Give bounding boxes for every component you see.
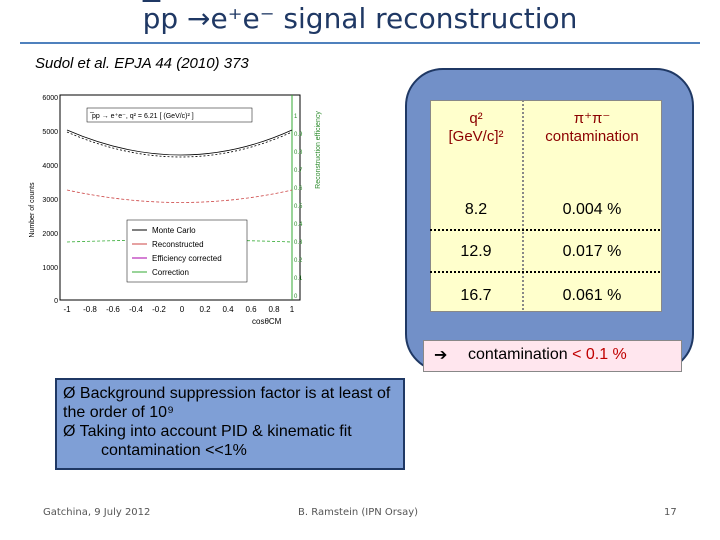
- x-tick-label: 0.4: [222, 305, 234, 314]
- x-tick-label: -1: [63, 305, 71, 314]
- y-tick-label: 5000: [42, 129, 58, 136]
- mc-curve: [66, 129, 293, 156]
- eff-tick-label: 0.7: [294, 168, 303, 174]
- footer-author: B. Ramstein (IPN Orsay): [298, 507, 419, 518]
- table-cell-q2: 16.7: [460, 287, 492, 304]
- table-cell-contamination: 0.061 %: [562, 287, 622, 304]
- x-tick-labels: -1 -0.8 -0.6 -0.4 -0.2 0 0.2 0.4 0.6 0.8…: [63, 305, 294, 314]
- eff-tick-label: 0.2: [294, 258, 303, 264]
- contamination-summary: ➔ contamination < 0.1 %: [423, 340, 682, 372]
- table-column-divider: [522, 100, 524, 310]
- x-tick-label: 0: [180, 305, 185, 314]
- cos-theta-plot: 6000 5000 4000 3000 2000 1000 0 1 0.9 0.…: [22, 90, 332, 330]
- y-tick-label: 3000: [42, 197, 58, 204]
- y-tick-label: 6000: [42, 95, 58, 102]
- y-tick-label: 2000: [42, 231, 58, 238]
- bullet-item: Ø Taking into account PID & kinematic fi…: [63, 423, 352, 440]
- table-cell-q2: 8.2: [464, 201, 488, 218]
- y-axis-label-right: Reconstruction efficiency: [315, 111, 322, 189]
- x-tick-label: -0.4: [129, 305, 143, 314]
- reference-citation: Sudol et al. EPJA 44 (2010) 373: [35, 55, 249, 72]
- x-tick-label: 1: [290, 305, 295, 314]
- bullet-box: Ø Background suppression factor is at le…: [55, 378, 405, 470]
- correction-curve: [66, 239, 293, 243]
- summary-value: < 0.1 %: [572, 346, 627, 363]
- slide-title-text: p →e⁺e⁻ signal reconstruction: [160, 2, 578, 35]
- eff-tick-label: 0: [294, 294, 298, 300]
- eff-tick-label: 0.6: [294, 186, 303, 192]
- legend-label: Efficiency corrected: [152, 254, 222, 263]
- x-tick-label: 0.6: [245, 305, 257, 314]
- y-tick-label: 4000: [42, 163, 58, 170]
- y-tick-label: 1000: [42, 265, 58, 272]
- left-tick-labels: 6000 5000 4000 3000 2000 1000 0: [42, 95, 58, 305]
- table-row-divider: [430, 229, 660, 231]
- summary-text: contamination < 0.1 %: [468, 346, 627, 364]
- table-header-contam-line1: π⁺π⁻: [573, 110, 611, 127]
- eff-tick-label: 0.3: [294, 240, 303, 246]
- summary-label: contamination: [468, 346, 573, 363]
- table-cell-q2: 12.9: [460, 243, 492, 260]
- inset-box: [86, 107, 253, 123]
- bullet-item-continuation: contamination <<1%: [101, 442, 247, 459]
- footer-date: Gatchina, 9 July 2012: [43, 507, 151, 518]
- eff-corrected-curve: [66, 131, 293, 158]
- legend: Monte Carlo Reconstructed Efficiency cor…: [132, 226, 222, 277]
- table-header-contam-line2: contamination: [545, 128, 639, 145]
- slide-title: pp →e⁺e⁻ signal reconstruction: [0, 0, 720, 38]
- title-rule: [20, 42, 700, 44]
- table-header-contamination: π⁺π⁻ contamination: [524, 110, 660, 146]
- table-header-q2: q² [GeV/c]²: [430, 110, 522, 146]
- eff-tick-label: 0.1: [294, 276, 303, 282]
- eff-tick-label: 0.8: [294, 150, 303, 156]
- arrow-right-icon: ➔: [434, 347, 448, 364]
- table-row-divider: [430, 271, 660, 273]
- x-axis-label: cosθCM: [252, 317, 282, 326]
- y-tick-label: 0: [54, 298, 58, 305]
- slide-number: 17: [664, 507, 677, 518]
- bullet-item: Ø Background suppression factor is at le…: [63, 385, 391, 421]
- legend-label: Monte Carlo: [152, 226, 196, 235]
- table-header-q2-line1: q²: [469, 110, 483, 127]
- x-tick-label: -0.8: [83, 305, 97, 314]
- y-axis-label-left: Number of counts: [29, 182, 36, 238]
- x-tick-label: 0.2: [199, 305, 211, 314]
- slide-title-pbar: p: [142, 2, 161, 35]
- x-tick-label: 0.8: [268, 305, 280, 314]
- table-header-q2-line2: [GeV/c]²: [448, 128, 504, 145]
- plot-svg: 6000 5000 4000 3000 2000 1000 0 1 0.9 0.…: [29, 94, 322, 326]
- table-cell-contamination: 0.017 %: [562, 243, 622, 260]
- right-tick-labels: 1 0.9 0.8 0.7 0.6 0.5 0.4 0.3 0.2 0.1 0: [294, 114, 303, 300]
- x-tick-label: -0.6: [106, 305, 120, 314]
- legend-label: Correction: [152, 268, 189, 277]
- table-cell-contamination: 0.004 %: [562, 201, 622, 218]
- contamination-table: [430, 100, 662, 312]
- inset-label: ̅pp → e⁺e⁻, q² = 6.21 [ (GeV/c)² ]: [89, 112, 194, 120]
- x-tick-label: -0.2: [152, 305, 166, 314]
- eff-tick-label: 0.4: [294, 222, 303, 228]
- legend-label: Reconstructed: [152, 240, 204, 249]
- eff-tick-label: 0.9: [294, 132, 303, 138]
- eff-tick-label: 1: [294, 114, 298, 120]
- eff-tick-label: 0.5: [294, 204, 303, 210]
